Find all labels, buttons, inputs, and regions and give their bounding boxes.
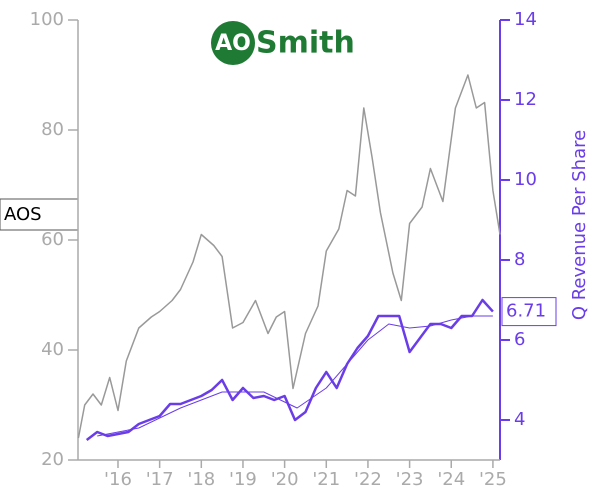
- x-tick-label: '22: [354, 469, 382, 490]
- x-tick-label: '23: [396, 469, 424, 490]
- value-label-box: [501, 297, 557, 327]
- ticker: AOS: [4, 204, 42, 225]
- y2-tick-label: 4: [514, 409, 525, 430]
- x-tick-label: '24: [437, 469, 465, 490]
- line-series: [97, 315, 493, 437]
- y2-tick-label: 10: [514, 169, 537, 190]
- y2-tick-label: 14: [514, 9, 537, 30]
- y-tick-label: 20: [41, 449, 64, 470]
- x-tick-label: '18: [187, 469, 215, 490]
- logo-word: Smith: [256, 26, 355, 61]
- value-label: 6.71: [506, 301, 546, 322]
- y2-axis-title: Q Revenue Per Share: [569, 130, 590, 320]
- logo-mark: AO: [215, 31, 251, 56]
- ticker-box: [0, 198, 79, 231]
- line-series: [77, 74, 501, 439]
- line-series: [85, 298, 494, 441]
- y-tick-label: 40: [41, 339, 64, 360]
- y-tick-label: 80: [41, 119, 64, 140]
- y-tick-label: 100: [30, 9, 64, 30]
- y-tick-label: 60: [41, 229, 64, 250]
- logo-badge: [211, 21, 255, 65]
- x-tick-label: '16: [104, 469, 132, 490]
- y2-tick-label: 6: [514, 329, 525, 350]
- x-tick-label: '19: [229, 469, 257, 490]
- x-tick-label: '25: [479, 469, 507, 490]
- x-tick-label: '21: [312, 469, 340, 490]
- x-tick-label: '17: [146, 469, 174, 490]
- x-tick-label: '20: [271, 469, 299, 490]
- y2-tick-label: 12: [514, 89, 537, 110]
- y2-tick-label: 8: [514, 249, 525, 270]
